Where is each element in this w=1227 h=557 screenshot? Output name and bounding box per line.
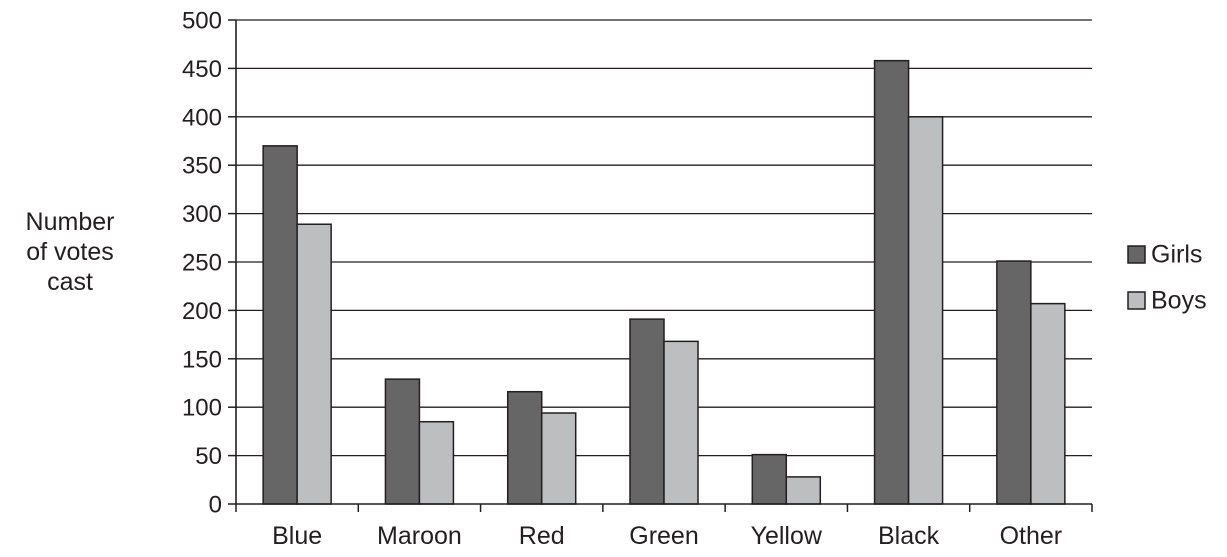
legend-label-boys: Boys — [1151, 287, 1207, 315]
x-tick-label: Red — [519, 522, 565, 550]
bar-girls-blue — [262, 145, 298, 505]
bar-girls-red — [506, 390, 543, 505]
x-tick-labels: Blue Maroon Red Green Yellow Black Other — [272, 522, 1062, 550]
gridlines — [236, 19, 1092, 457]
legend-swatch-boys — [1127, 291, 1146, 310]
y-tick-label: 500 — [182, 8, 222, 35]
y-axis-label: Number of votes cast — [26, 208, 115, 296]
y-tick-label: 350 — [182, 153, 222, 180]
bar-boys-yellow — [785, 476, 822, 505]
legend-label-girls: Girls — [1151, 241, 1202, 269]
y-tick-label: 150 — [182, 346, 222, 373]
x-tick-label: Black — [878, 522, 940, 550]
bar-girls-maroon — [384, 378, 421, 505]
legend-swatch-girls — [1127, 245, 1146, 264]
bar-girls-black — [873, 59, 910, 505]
y-axis-label-line: Number — [26, 208, 115, 236]
bar-girls-green — [629, 318, 665, 505]
y-axis-label-line: cast — [47, 268, 93, 296]
y-tick-label: 100 — [182, 395, 222, 422]
bar-girls-yellow — [751, 453, 788, 505]
bar-boys-blue — [296, 223, 332, 505]
bar-boys-black — [907, 116, 944, 505]
y-tick-labels: 0 50 100 150 200 250 300 350 400 450 500 — [182, 8, 222, 519]
axes — [228, 19, 1093, 512]
y-tick-label: 250 — [182, 250, 222, 277]
y-tick-label: 400 — [182, 104, 222, 131]
y-tick-label: 300 — [182, 201, 222, 228]
bar-boys-other — [1030, 302, 1066, 505]
x-tick-label: Yellow — [751, 522, 823, 550]
y-tick-label: 0 — [209, 492, 222, 519]
x-tick-label: Maroon — [377, 522, 462, 550]
y-tick-label: 200 — [182, 298, 222, 325]
bars — [262, 59, 1066, 505]
y-tick-label: 450 — [182, 56, 222, 83]
x-tick-label: Green — [629, 522, 698, 550]
x-tick-label: Other — [1000, 522, 1063, 550]
legend: Girls Boys — [1127, 241, 1207, 315]
bar-girls-other — [996, 260, 1032, 505]
bar-boys-maroon — [418, 420, 455, 505]
x-tick-label: Blue — [272, 522, 322, 550]
y-axis-label-line: of votes — [26, 238, 114, 266]
y-tick-label: 50 — [195, 443, 222, 470]
bar-boys-red — [540, 412, 577, 505]
bar-boys-green — [663, 340, 699, 505]
